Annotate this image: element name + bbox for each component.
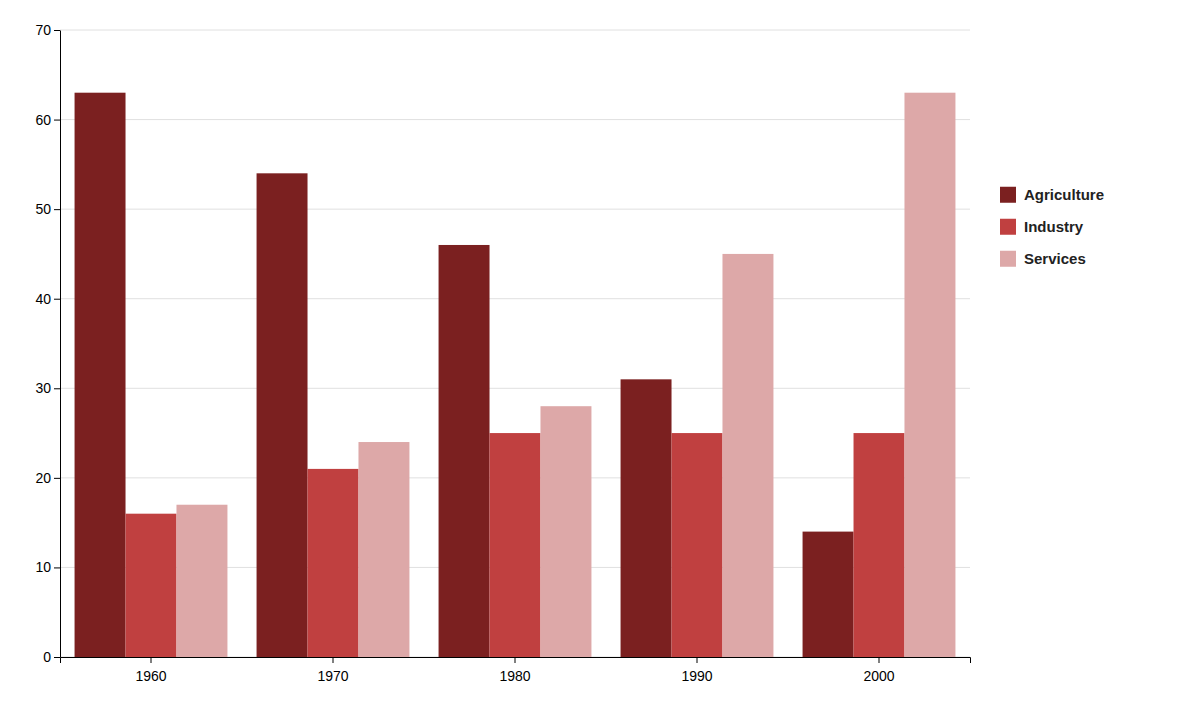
y-tick-label: 20: [35, 470, 51, 486]
x-tick-label: 1960: [135, 668, 166, 684]
x-tick: 1980: [499, 657, 530, 684]
legend-label: Agriculture: [1024, 186, 1104, 203]
x-tick-label: 1970: [317, 668, 348, 684]
y-tick-mark: [54, 120, 60, 121]
y-tick-label: 40: [35, 291, 51, 307]
x-tick-label: 1990: [681, 668, 712, 684]
y-tick-mark: [54, 657, 60, 658]
y-tick-mark: [54, 478, 60, 479]
y-tick: 50: [35, 201, 60, 217]
x-tick-mark: [697, 657, 698, 663]
bar: [854, 433, 905, 657]
y-tick-mark: [54, 567, 60, 568]
y-tick: 40: [35, 291, 60, 307]
y-tick-mark: [54, 299, 60, 300]
y-tick-label: 70: [35, 22, 51, 38]
legend-label: Industry: [1024, 218, 1084, 235]
bar: [490, 433, 541, 657]
grid-line: [60, 30, 970, 31]
y-tick: 60: [35, 112, 60, 128]
y-tick-mark: [54, 209, 60, 210]
x-tick-mark: [879, 657, 880, 663]
x-tick-label: 1980: [499, 668, 530, 684]
y-tick-label: 50: [35, 201, 51, 217]
x-tick-label: 2000: [863, 668, 894, 684]
x-tick-mark: [515, 657, 516, 663]
x-tick: 1990: [681, 657, 712, 684]
bar: [308, 469, 359, 657]
grid-line: [60, 119, 970, 120]
plot: 0 10 20 30 40 50 60 70 1960 1970 1980 1990 2000: [35, 22, 970, 684]
bar: [126, 514, 177, 657]
bar: [358, 442, 409, 657]
y-tick: 30: [35, 380, 60, 396]
x-axis: 1960 1970 1980 1990 2000: [61, 657, 971, 684]
y-tick-label: 60: [35, 112, 51, 128]
bar: [540, 406, 591, 657]
grid-line: [60, 209, 970, 210]
y-tick: 10: [35, 559, 60, 575]
bar: [439, 245, 490, 657]
y-tick-mark: [54, 30, 60, 31]
legend-item: Industry: [1000, 218, 1084, 235]
y-axis: 0 10 20 30 40 50 60 70: [35, 22, 60, 665]
x-tick: 2000: [863, 657, 894, 684]
bar-series: [75, 93, 854, 657]
y-axis-line: [60, 31, 61, 658]
x-tick: 1960: [135, 657, 166, 684]
y-tick-label: 10: [35, 559, 51, 575]
y-tick: 70: [35, 22, 60, 38]
x-tick-mark: [151, 657, 152, 663]
x-tick: 1970: [317, 657, 348, 684]
legend-label: Services: [1024, 250, 1086, 267]
grid-line: [60, 298, 970, 299]
y-tick-mark: [54, 388, 60, 389]
bar: [904, 93, 955, 657]
grid-line: [60, 388, 970, 389]
bar-series: [126, 433, 905, 657]
grid: [60, 30, 970, 657]
bars: [75, 93, 956, 657]
legend-item: Services: [1000, 250, 1086, 267]
y-tick-label: 30: [35, 380, 51, 396]
x-axis-line: [61, 658, 971, 664]
legend: Agriculture Industry Services: [1000, 186, 1104, 267]
y-tick: 0: [43, 649, 60, 665]
legend-item: Agriculture: [1000, 186, 1104, 203]
bar-series: [176, 93, 955, 657]
bar: [803, 532, 854, 657]
y-tick-label: 0: [43, 649, 51, 665]
legend-swatch: [1000, 219, 1016, 235]
y-tick: 20: [35, 470, 60, 486]
bar: [672, 433, 723, 657]
bar: [75, 93, 126, 657]
chart: 0 10 20 30 40 50 60 70 1960 1970 1980 1990 2000 Agric…: [0, 0, 1180, 712]
x-tick-mark: [333, 657, 334, 663]
legend-swatch: [1000, 251, 1016, 267]
legend-swatch: [1000, 187, 1016, 203]
bar: [722, 254, 773, 657]
bar: [621, 379, 672, 657]
bar: [176, 505, 227, 657]
bar: [257, 173, 308, 657]
